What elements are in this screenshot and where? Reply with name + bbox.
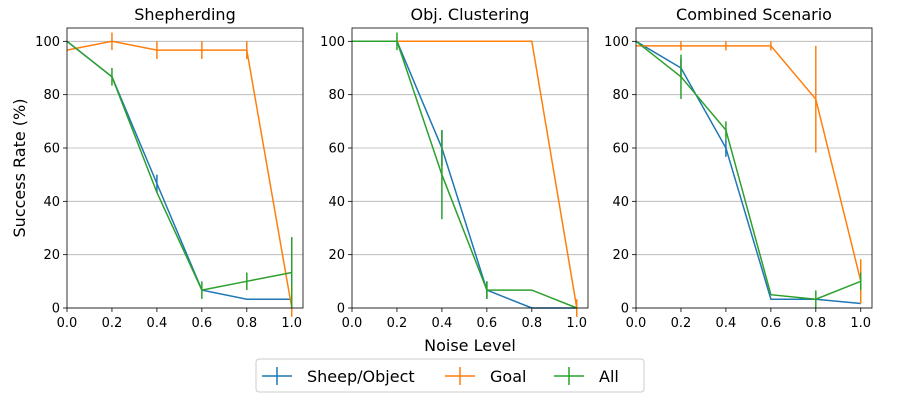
series-line-2 [66, 40, 293, 309]
y-tick-label: 100 [320, 35, 345, 50]
x-tick-label: 0.6 [477, 316, 498, 331]
x-tick-label: 0.0 [57, 316, 78, 331]
x-tick-label: 0.8 [236, 316, 257, 331]
series-line-3 [352, 40, 578, 309]
panel-1: Shepherding 0 20 40 60 80 100 0.0 0.2 0.4 0.6 0.8 1.… [35, 5, 304, 331]
x-tick-label: 1.0 [566, 316, 587, 331]
y-tick-label: 80 [43, 88, 60, 103]
y-axis-label: Success Rate (%) [10, 99, 29, 238]
legend-label: Sheep/Object [307, 367, 415, 386]
x-tick-label: 0.4 [432, 316, 453, 331]
x-tick-label: 0.4 [716, 316, 737, 331]
x-tick-label: 0.2 [102, 316, 123, 331]
plot-frame [635, 27, 873, 309]
panel-title: Combined Scenario [676, 5, 832, 24]
panel-2: Obj. Clustering 0 20 40 60 80 100 0.0 0.2 0.4 0.6 0… [320, 5, 589, 331]
x-axis-label: Noise Level [424, 336, 516, 355]
series-line-2 [352, 40, 578, 309]
x-tick-label: 0.6 [761, 316, 782, 331]
y-tick-label: 80 [328, 88, 345, 103]
panel-title: Shepherding [134, 5, 235, 24]
series-line-1 [352, 40, 577, 309]
y-tick-label: 100 [35, 35, 60, 50]
y-tick-label: 40 [43, 195, 60, 210]
legend-label: Goal [490, 367, 526, 386]
panel-3: Combined Scenario 0 20 40 60 80 100 0.0 0.2 0.4 0.… [604, 5, 873, 331]
x-tick-label: 0.8 [521, 316, 542, 331]
y-tick-label: 20 [612, 248, 629, 263]
y-tick-label: 100 [604, 35, 629, 50]
series-line-2 [636, 45, 862, 282]
panel-title: Obj. Clustering [411, 5, 530, 24]
x-tick-label: 0.4 [147, 316, 168, 331]
series-line-3 [635, 40, 862, 300]
y-tick-label: 20 [328, 248, 345, 263]
x-tick-label: 1.0 [281, 316, 302, 331]
x-tick-label: 1.0 [850, 316, 871, 331]
legend-label: All [599, 367, 619, 386]
y-tick-label: 40 [612, 195, 629, 210]
y-tick-label: 60 [43, 142, 60, 157]
y-tick-label: 0 [337, 302, 345, 317]
series-line-1 [66, 40, 292, 300]
y-tick-label: 0 [52, 302, 60, 317]
y-tick-label: 80 [612, 88, 629, 103]
x-tick-label: 0.2 [671, 316, 692, 331]
y-tick-label: 40 [328, 195, 345, 210]
x-tick-label: 0.0 [342, 316, 363, 331]
x-tick-label: 0.8 [805, 316, 826, 331]
x-tick-label: 0.2 [387, 316, 408, 331]
x-tick-label: 0.6 [192, 316, 213, 331]
y-tick-label: 60 [612, 142, 629, 157]
plot-frame [66, 27, 304, 309]
plot-frame [351, 27, 589, 309]
legend: Sheep/Object Goal All [255, 358, 645, 393]
series-line-1 [635, 40, 861, 305]
y-tick-label: 60 [328, 142, 345, 157]
series-line-3 [66, 40, 292, 291]
panels: Shepherding 0 20 40 60 80 100 0.0 0.2 0.4 0.6 0.8 1.… [35, 5, 873, 331]
y-tick-label: 0 [621, 302, 629, 317]
y-tick-label: 20 [43, 248, 60, 263]
x-tick-label: 0.0 [626, 316, 647, 331]
